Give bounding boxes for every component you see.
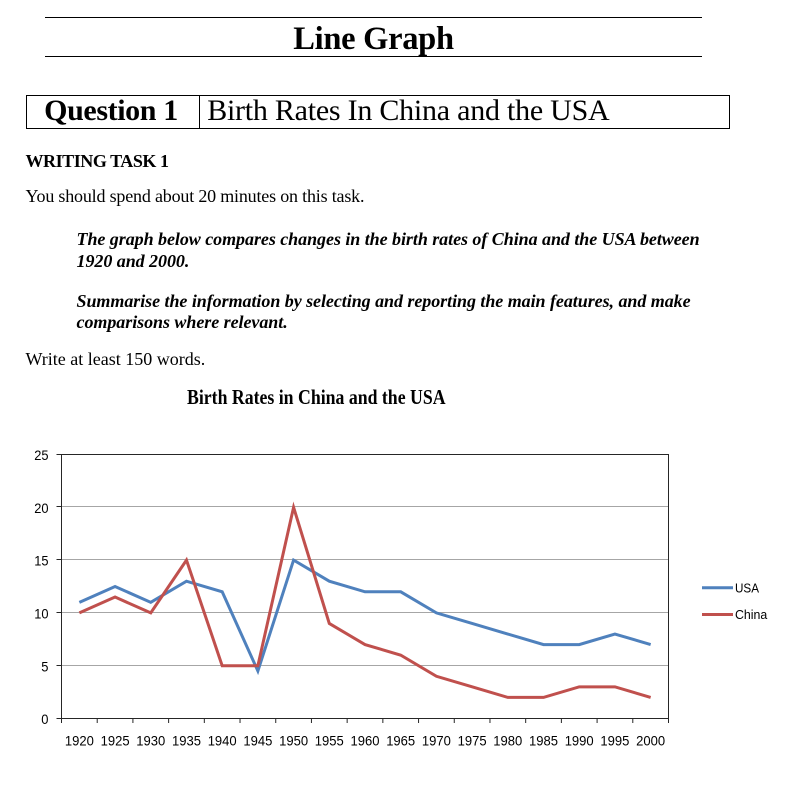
svg-text:1945: 1945: [243, 733, 272, 749]
svg-text:1955: 1955: [315, 733, 344, 749]
svg-text:5: 5: [41, 658, 48, 674]
svg-text:1995: 1995: [600, 733, 629, 749]
svg-text:1985: 1985: [529, 733, 558, 749]
svg-text:1920: 1920: [65, 733, 94, 749]
svg-text:1990: 1990: [565, 733, 594, 749]
svg-text:1980: 1980: [493, 733, 522, 749]
svg-text:25: 25: [34, 447, 48, 463]
svg-text:1965: 1965: [386, 733, 415, 749]
svg-text:China: China: [735, 607, 768, 622]
svg-text:USA: USA: [735, 580, 759, 595]
svg-text:1970: 1970: [422, 733, 451, 749]
svg-text:1950: 1950: [279, 733, 308, 749]
svg-text:1925: 1925: [101, 733, 130, 749]
svg-text:1975: 1975: [458, 733, 487, 749]
svg-text:2000: 2000: [636, 733, 665, 749]
svg-text:10: 10: [34, 606, 48, 622]
svg-text:0: 0: [41, 711, 48, 727]
svg-text:15: 15: [34, 553, 48, 569]
svg-text:1935: 1935: [172, 733, 201, 749]
svg-text:1960: 1960: [351, 733, 380, 749]
svg-text:1930: 1930: [136, 733, 165, 749]
svg-text:1940: 1940: [208, 733, 237, 749]
svg-text:20: 20: [34, 500, 48, 516]
